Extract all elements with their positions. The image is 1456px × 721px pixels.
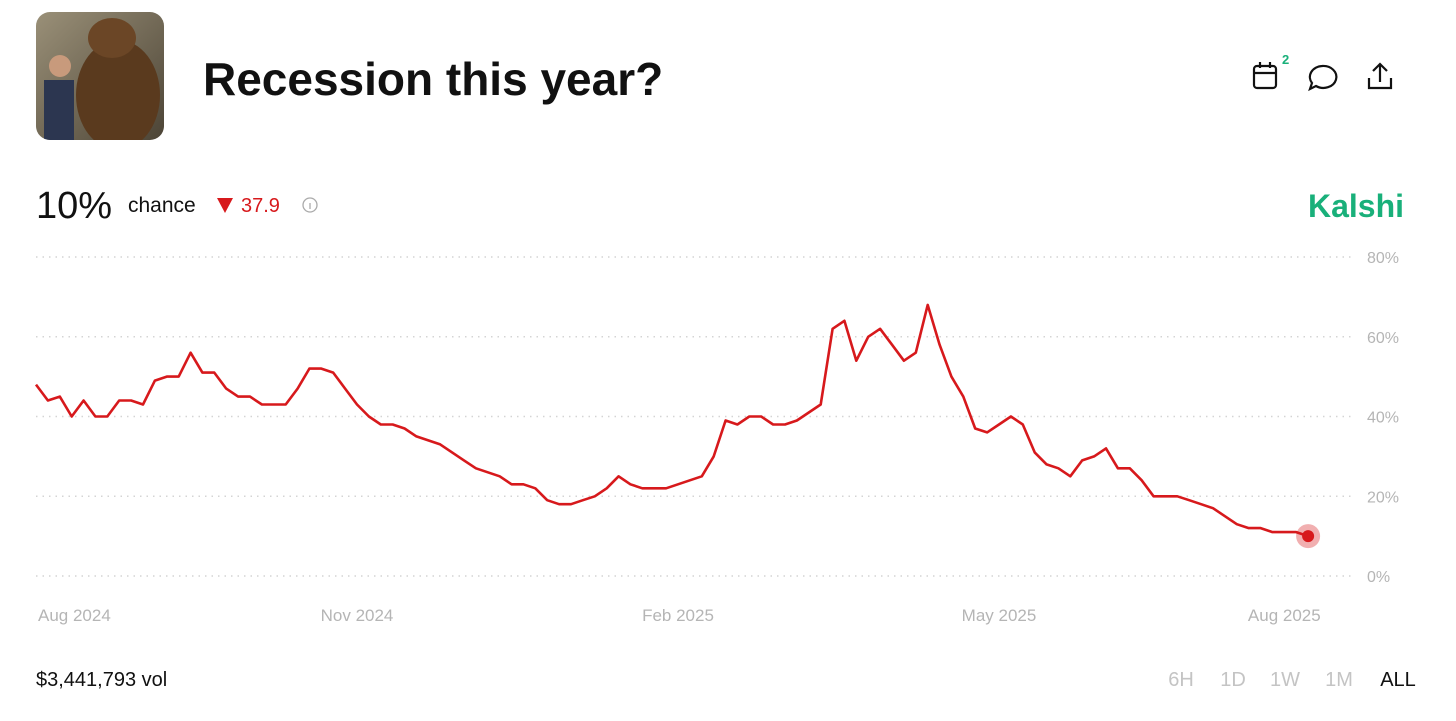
title: Recession this year? [203,53,663,105]
x-tick-label: Feb 2025 [642,606,714,625]
y-tick-label: 80% [1367,250,1399,267]
brand: Kalshi [1308,188,1404,224]
x-tick-label: Nov 2024 [321,606,394,625]
x-tick-label: Aug 2024 [38,606,111,625]
current-point [1302,530,1315,543]
range-button[interactable]: 1M [1325,669,1353,691]
y-tick-label: 20% [1367,489,1399,506]
change: 37.9 [241,195,280,217]
market-image [36,12,164,140]
range-button[interactable]: 6H [1168,669,1194,691]
down-arrow [217,198,233,213]
share-icon[interactable] [1367,62,1393,90]
comment-icon[interactable] [1308,64,1338,92]
volume: $3,441,793 vol [36,669,167,691]
series-line [34,303,1309,538]
badge: 2 [1282,52,1289,67]
chance-value: 10% [36,185,112,227]
y-tick-label: 40% [1367,410,1399,427]
x-tick-label: Aug 2025 [1248,606,1321,625]
calendar-icon[interactable] [1252,62,1278,90]
range-button[interactable]: ALL [1380,669,1416,691]
y-tick-label: 60% [1367,330,1399,347]
chance-label: chance [128,194,196,217]
range-button[interactable]: 1W [1270,669,1300,691]
x-tick-label: May 2025 [962,606,1037,625]
range-button[interactable]: 1D [1220,669,1246,691]
y-tick-label: 0% [1367,569,1390,586]
info-icon[interactable] [302,197,318,213]
